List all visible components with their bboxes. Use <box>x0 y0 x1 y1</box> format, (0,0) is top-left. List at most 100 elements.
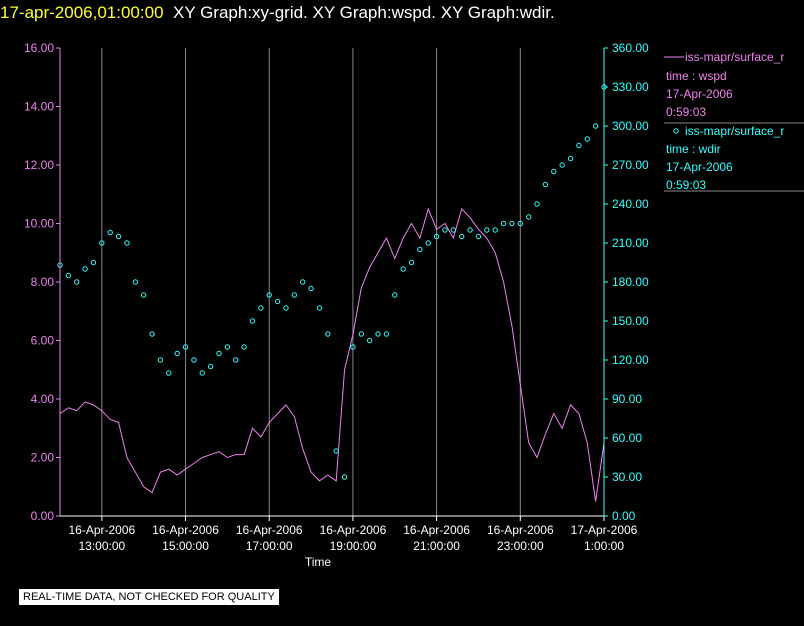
legend-wdir-marker-icon <box>673 128 679 134</box>
wdir-point <box>149 331 155 337</box>
wdir-point <box>124 240 130 246</box>
wdir-point <box>450 227 457 233</box>
wdir-point <box>392 292 398 298</box>
wdir-point <box>132 279 139 285</box>
x-tick-date-label: 16-Apr-2006 <box>68 523 135 537</box>
wdir-point <box>366 337 373 344</box>
legend: iss-mapr/surface_r time : wspd 17-Apr-20… <box>664 50 804 192</box>
wdir-point <box>174 350 180 357</box>
right-y-tick-label: 270.00 <box>612 158 649 172</box>
axes: 16-Apr-2006 13:00:00 16-Apr-2006 15:00:00 16… <box>24 41 649 553</box>
right-y-tick-label: 30.00 <box>612 470 642 484</box>
wdir-point <box>166 370 172 376</box>
legend-wdir-source: iss-mapr/surface_r <box>685 124 784 138</box>
wdir-point <box>65 272 72 279</box>
wdir-point <box>417 246 423 253</box>
wdir-point <box>500 220 507 227</box>
x-tick-date-label: 16-Apr-2006 <box>487 523 554 537</box>
wspd-series <box>59 207 605 502</box>
left-y-tick-label: 2.00 <box>31 451 55 465</box>
right-y-tick-label: 240.00 <box>612 197 649 211</box>
wdir-point <box>182 344 189 350</box>
right-y-tick-label: 60.00 <box>612 431 642 445</box>
wdir-point <box>224 344 231 350</box>
legend-wspd-var: time : wspd <box>666 69 727 83</box>
wdir-point <box>207 363 214 370</box>
wdir-point <box>509 220 515 227</box>
wdir-point <box>400 266 406 272</box>
wdir-point <box>82 266 88 272</box>
right-y-tick-label: 360.00 <box>612 41 649 55</box>
wdir-point <box>542 181 549 188</box>
wdir-point <box>107 229 113 236</box>
x-axis-label: Time <box>305 555 332 569</box>
wdir-point <box>534 201 540 207</box>
x-tick-time-label: 23:00:00 <box>497 539 544 553</box>
wdir-point <box>325 331 331 337</box>
x-tick-date-label: 16-Apr-2006 <box>320 523 387 537</box>
legend-wdir-var: time : wdir <box>666 142 721 156</box>
wdir-point <box>333 448 339 454</box>
x-tick-date-label: 16-Apr-2006 <box>236 523 303 537</box>
wdir-point <box>350 344 356 350</box>
wdir-point <box>358 331 364 337</box>
x-tick-time-label: 13:00:00 <box>78 539 125 553</box>
right-y-tick-label: 300.00 <box>612 119 649 133</box>
x-tick-time-label: 15:00:00 <box>162 539 209 553</box>
wdir-point <box>433 233 440 240</box>
left-y-tick-label: 4.00 <box>31 392 55 406</box>
legend-wspd-source: iss-mapr/surface_r <box>685 50 784 64</box>
wdir-point <box>584 136 590 142</box>
x-tick-time-label: 17:00:00 <box>246 539 293 553</box>
wdir-point <box>300 279 306 285</box>
wdir-point <box>241 344 247 350</box>
right-y-tick-label: 120.00 <box>612 353 649 367</box>
wdir-point <box>484 227 490 233</box>
left-y-tick-label: 10.00 <box>24 217 54 231</box>
wdir-point <box>551 168 557 175</box>
right-y-tick-label: 0.00 <box>612 509 636 523</box>
wdir-point <box>157 357 164 363</box>
left-y-tick-label: 6.00 <box>31 334 55 348</box>
wdir-point <box>258 305 264 311</box>
wdir-point <box>233 357 239 363</box>
left-y-tick-label: 14.00 <box>24 100 54 114</box>
right-y-tick-label: 210.00 <box>612 236 649 250</box>
wdir-point <box>266 292 272 298</box>
wdir-point <box>375 331 381 337</box>
x-tick-date-label: 16-Apr-2006 <box>403 523 470 537</box>
legend-wspd-time: 0:59:03 <box>666 105 706 119</box>
wdir-point <box>383 331 390 337</box>
wdir-point <box>249 318 256 324</box>
page-title: 17-apr-2006,01:00:00 XY Graph:xy-grid. X… <box>0 0 555 26</box>
graph-list-label: XY Graph:xy-grid. XY Graph:wspd. XY Grap… <box>172 3 555 22</box>
left-y-tick-label: 0.00 <box>31 509 55 523</box>
wdir-point <box>517 220 524 227</box>
left-y-tick-label: 16.00 <box>24 41 54 55</box>
left-y-tick-label: 8.00 <box>31 275 55 289</box>
wdir-point <box>90 259 97 266</box>
wdir-series <box>57 84 607 480</box>
wdir-point <box>291 292 298 298</box>
wdir-point <box>576 142 582 149</box>
legend-wdir-date: 17-Apr-2006 <box>666 160 733 174</box>
right-y-tick-label: 90.00 <box>612 392 642 406</box>
right-y-tick-label: 180.00 <box>612 275 649 289</box>
wdir-point <box>316 305 323 311</box>
wdir-point <box>216 350 222 357</box>
wdir-point <box>567 155 574 162</box>
wdir-point <box>459 233 465 240</box>
legend-wdir-time: 0:59:03 <box>666 178 706 192</box>
wdir-point <box>283 305 289 311</box>
grid-lines <box>101 48 605 516</box>
right-y-tick-label: 330.00 <box>612 80 649 94</box>
wdir-point <box>592 123 599 129</box>
wdir-point <box>74 279 80 285</box>
x-tick-time-label: 21:00:00 <box>413 539 460 553</box>
right-y-tick-label: 150.00 <box>612 314 649 328</box>
wspd-line <box>59 207 605 502</box>
x-tick-time-label: 1:00:00 <box>584 539 624 553</box>
datetime-label: 17-apr-2006,01:00:00 <box>0 3 164 22</box>
wdir-point <box>274 298 281 305</box>
wdir-point <box>492 227 498 233</box>
